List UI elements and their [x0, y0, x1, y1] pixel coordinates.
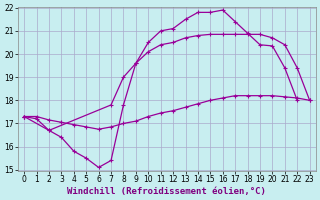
- X-axis label: Windchill (Refroidissement éolien,°C): Windchill (Refroidissement éolien,°C): [68, 187, 266, 196]
